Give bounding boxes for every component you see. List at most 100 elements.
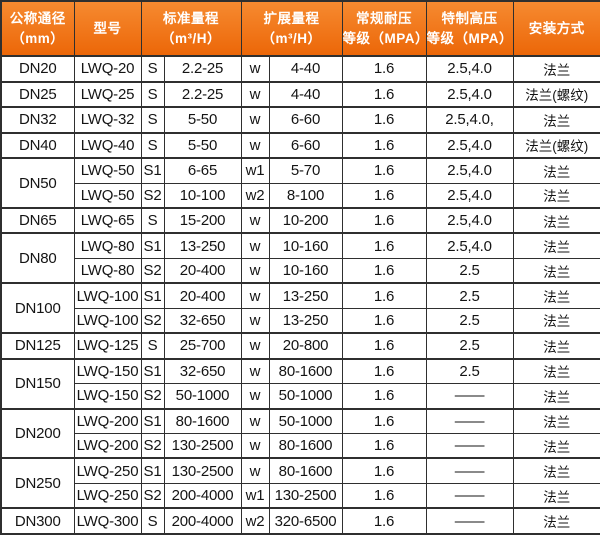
table-row: LWQ-100 S2 32-650 w 13-250 1.6 2.5 法兰 bbox=[1, 307, 600, 334]
table-row: DN150 LWQ-150 S1 32-650 w 80-1600 1.6 2.5 法兰 bbox=[0, 357, 600, 410]
cell-extended-range: 6-60 bbox=[268, 106, 343, 134]
cell-high-pressure: —— bbox=[425, 407, 514, 435]
cell-standard-range: 32-650 bbox=[163, 307, 242, 334]
cell-normal-pressure: 1.6 bbox=[341, 383, 427, 410]
cell-diameter: DN32 bbox=[0, 106, 75, 134]
table-row: DN50 LWQ-50 S1 6-65 w1 5-70 1.6 2.5,4.0 法兰 bbox=[0, 157, 600, 209]
cell-grade-code: S bbox=[140, 206, 165, 234]
cell-model: LWQ-50 bbox=[73, 157, 142, 184]
cell-grade-code: S2 bbox=[140, 182, 165, 209]
cell-extended-range: 6-60 bbox=[268, 131, 343, 159]
header-high-pressure: 特制高压 等级（MPA） bbox=[425, 0, 514, 57]
cell-diameter: DN150 bbox=[0, 357, 75, 410]
table-row: DN300 LWQ-300 S 200-4000 w2 320-6500 1.6 —— 法兰 bbox=[0, 507, 600, 535]
cell-normal-pressure: 1.6 bbox=[341, 282, 427, 309]
spec-table-body: DN20 LWQ-20 S 2.2-25 w 4-40 1.6 2.5,4.0 法兰 DN25 LW… bbox=[0, 55, 600, 535]
cell-installation: 法兰 bbox=[512, 257, 600, 284]
cell-installation: 法兰 bbox=[512, 482, 600, 509]
cell-diameter: DN25 bbox=[0, 80, 75, 108]
cell-model: LWQ-150 bbox=[73, 357, 142, 385]
cell-extended-code: w bbox=[240, 307, 270, 334]
cell-extended-code: w bbox=[240, 80, 270, 108]
cell-standard-range: 5-50 bbox=[163, 131, 242, 159]
cell-model: LWQ-40 bbox=[73, 131, 142, 159]
header-normal-pressure: 常规耐压 等级（MPA） bbox=[341, 0, 427, 57]
cell-model: LWQ-200 bbox=[73, 407, 142, 435]
cell-grade-code: S1 bbox=[140, 407, 165, 435]
cell-high-pressure: 2.5,4.0, bbox=[425, 106, 514, 134]
cell-installation: 法兰(螺纹) bbox=[512, 131, 600, 159]
cell-high-pressure: —— bbox=[425, 507, 514, 535]
cell-diameter: DN65 bbox=[0, 206, 75, 234]
header-standard-range: 标准量程 （m³/H） bbox=[140, 0, 242, 57]
cell-high-pressure: 2.5 bbox=[425, 357, 514, 385]
cell-extended-range: 320-6500 bbox=[268, 507, 343, 535]
cell-installation: 法兰(螺纹) bbox=[512, 80, 600, 108]
cell-extended-code: w bbox=[240, 131, 270, 159]
cell-high-pressure: —— bbox=[425, 457, 514, 484]
cell-standard-range: 80-1600 bbox=[163, 407, 242, 435]
cell-extended-range: 50-1000 bbox=[268, 407, 343, 435]
cell-normal-pressure: 1.6 bbox=[341, 157, 427, 184]
cell-installation: 法兰 bbox=[512, 332, 600, 360]
cell-extended-code: w bbox=[240, 55, 270, 83]
cell-extended-code: w bbox=[240, 282, 270, 309]
cell-extended-range: 13-250 bbox=[268, 282, 343, 309]
table-row: DN200 LWQ-200 S1 80-1600 w 50-1000 1.6 —— 法兰 bbox=[0, 407, 600, 459]
cell-extended-code: w bbox=[240, 433, 270, 459]
cell-diameter: DN50 bbox=[0, 157, 75, 209]
cell-grade-code: S2 bbox=[140, 433, 165, 459]
cell-high-pressure: 2.5,4.0 bbox=[425, 232, 514, 259]
cell-extended-range: 4-40 bbox=[268, 55, 343, 83]
cell-installation: 法兰 bbox=[512, 357, 600, 385]
cell-normal-pressure: 1.6 bbox=[341, 357, 427, 385]
cell-installation: 法兰 bbox=[512, 507, 600, 535]
cell-normal-pressure: 1.6 bbox=[341, 507, 427, 535]
cell-standard-range: 5-50 bbox=[163, 106, 242, 134]
cell-installation: 法兰 bbox=[512, 433, 600, 459]
cell-extended-code: w bbox=[240, 457, 270, 484]
cell-standard-range: 32-650 bbox=[163, 357, 242, 385]
table-row: LWQ-150 S2 50-1000 w 50-1000 1.6 —— 法兰 bbox=[1, 383, 600, 410]
cell-extended-code: w bbox=[240, 383, 270, 410]
table-row: DN125 LWQ-125 S 25-700 w 20-800 1.6 2.5 法兰 bbox=[0, 332, 600, 360]
cell-extended-range: 80-1600 bbox=[268, 357, 343, 385]
cell-grade-code: S1 bbox=[140, 157, 165, 184]
cell-extended-code: w bbox=[240, 106, 270, 134]
cell-extended-code: w2 bbox=[240, 182, 270, 209]
table-row: DN25 LWQ-25 S 2.2-25 w 4-40 1.6 2.5,4.0 法兰(螺纹) bbox=[0, 80, 600, 108]
cell-high-pressure: —— bbox=[425, 433, 514, 459]
cell-model: LWQ-300 bbox=[73, 507, 142, 535]
header-row: 公称通径 （mm） 型号 标准量程 （m³/H） 扩展量程 （m³/H） 常规耐… bbox=[0, 0, 600, 57]
cell-standard-range: 130-2500 bbox=[163, 457, 242, 484]
table-row: DN20 LWQ-20 S 2.2-25 w 4-40 1.6 2.5,4.0 法兰 bbox=[0, 55, 600, 83]
cell-high-pressure: 2.5,4.0 bbox=[425, 206, 514, 234]
cell-extended-code: w bbox=[240, 232, 270, 259]
cell-standard-range: 50-1000 bbox=[163, 383, 242, 410]
cell-grade-code: S bbox=[140, 55, 165, 83]
cell-model: LWQ-100 bbox=[73, 307, 142, 334]
cell-model: LWQ-65 bbox=[73, 206, 142, 234]
cell-standard-range: 200-4000 bbox=[163, 482, 242, 509]
cell-model: LWQ-80 bbox=[73, 232, 142, 259]
cell-grade-code: S1 bbox=[140, 457, 165, 484]
cell-normal-pressure: 1.6 bbox=[341, 257, 427, 284]
cell-extended-range: 80-1600 bbox=[268, 457, 343, 484]
header-extended-range: 扩展量程 （m³/H） bbox=[240, 0, 343, 57]
cell-high-pressure: 2.5,4.0 bbox=[425, 157, 514, 184]
cell-standard-range: 25-700 bbox=[163, 332, 242, 360]
cell-high-pressure: 2.5 bbox=[425, 332, 514, 360]
cell-normal-pressure: 1.6 bbox=[341, 482, 427, 509]
cell-extended-code: w bbox=[240, 357, 270, 385]
cell-installation: 法兰 bbox=[512, 307, 600, 334]
cell-grade-code: S1 bbox=[140, 357, 165, 385]
cell-extended-range: 80-1600 bbox=[268, 433, 343, 459]
table-row: DN250 LWQ-250 S1 130-2500 w 80-1600 1.6 —— 法兰 bbox=[0, 457, 600, 509]
cell-standard-range: 13-250 bbox=[163, 232, 242, 259]
cell-extended-code: w1 bbox=[240, 157, 270, 184]
cell-standard-range: 2.2-25 bbox=[163, 80, 242, 108]
table-row: LWQ-200 S2 130-2500 w 80-1600 1.6 —— 法兰 bbox=[1, 433, 600, 459]
cell-installation: 法兰 bbox=[512, 55, 600, 83]
